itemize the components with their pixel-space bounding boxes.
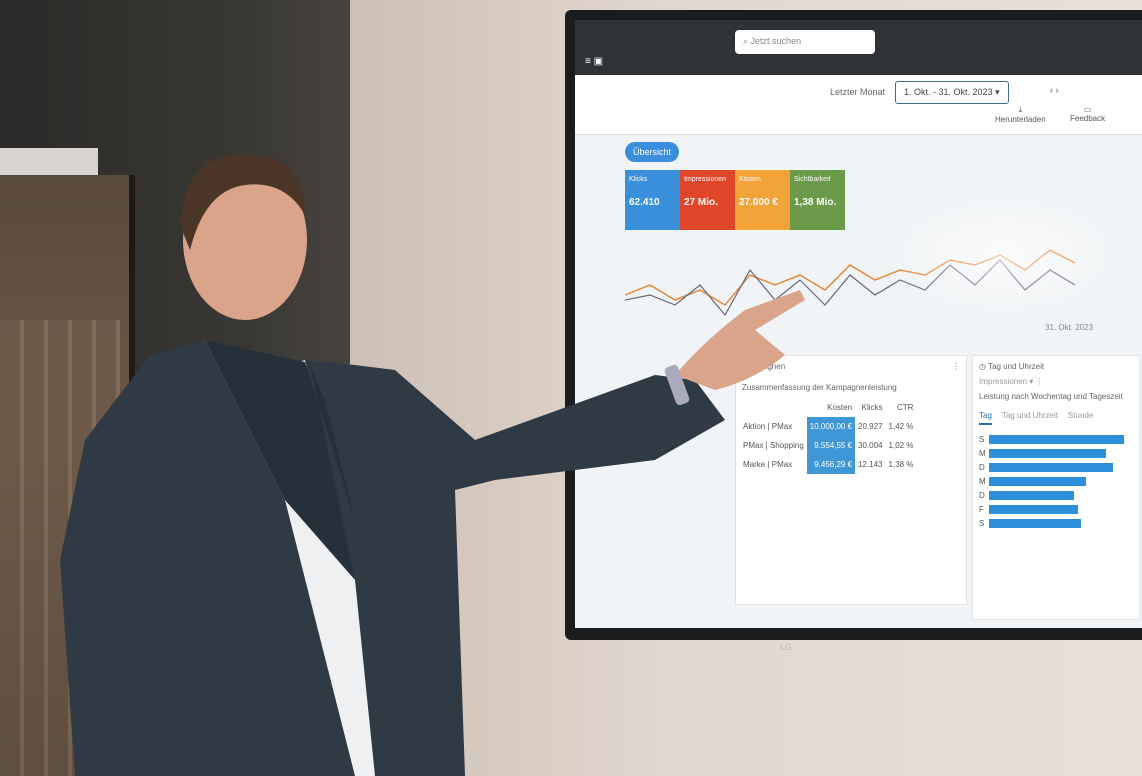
weekday-bar <box>989 504 1079 514</box>
day-label: M <box>979 448 986 458</box>
wristwatch <box>664 364 690 406</box>
more-icon[interactable]: ⋮ <box>952 362 960 371</box>
day-label: S <box>979 518 985 528</box>
day-label: D <box>979 490 985 500</box>
day-label: F <box>979 504 984 514</box>
weekday-bar-row: S <box>979 517 1133 529</box>
weekday-bar-row: D <box>979 489 1133 501</box>
weekday-bar <box>989 448 1107 458</box>
kpi-tile: Sichtbarkeit 1,38 Mio. <box>790 170 845 230</box>
download-icon: ⤓ <box>1018 105 1023 114</box>
weekday-card: ◷ Tag und Uhrzeit Impressionen ▾ ⋮ Leist… <box>972 355 1140 620</box>
day-label: D <box>979 462 985 472</box>
weekday-subtitle: Leistung nach Wochentag und Tageszeit <box>979 392 1123 401</box>
tv-brand-logo: LG <box>780 642 793 652</box>
day-label: S <box>979 434 985 444</box>
kpi-tile: Klicks 62.410 <box>625 170 680 230</box>
table-row: PMax | Shopping 9.554,55 €30.004 1,02 % <box>740 436 916 455</box>
tab-day-time[interactable]: Tag und Uhrzeit <box>1001 411 1058 420</box>
weekday-bar-row: M <box>979 475 1133 487</box>
jacket-lapel <box>205 340 355 580</box>
top-bar: ⌕ Jetzt suchen ≡ ▣ <box>575 20 1142 75</box>
weekday-bar <box>989 476 1087 486</box>
app-logo: ≡ ▣ <box>585 56 604 67</box>
weekday-bar-row: D <box>979 461 1133 473</box>
table-row: Aktion | PMax 10.000,00 €20.927 1,42 % <box>740 417 916 436</box>
date-range-picker[interactable]: 1. Okt. - 31. Okt. 2023 ▾ <box>895 81 1009 104</box>
tab-day[interactable]: Tag <box>979 411 992 425</box>
column-header[interactable]: Kosten <box>827 403 853 412</box>
kpi-tile: Impressionen 27 Mio. <box>680 170 735 230</box>
campaigns-card: Kampagnen⋮ Zusammenfassung der Kampagnen… <box>735 355 967 605</box>
campaigns-table: Kosten Klicks CTR Aktion | PMax 10.000,00 €… <box>740 398 916 474</box>
weekday-bar-row: F <box>979 503 1133 515</box>
weekday-bar-row: S <box>979 433 1133 445</box>
weekday-title: Tag und Uhrzeit <box>988 362 1045 371</box>
search-icon: ⌕ <box>743 36 751 46</box>
column-header[interactable]: CTR <box>896 403 914 412</box>
tab-hour[interactable]: Stunde <box>1067 411 1094 420</box>
prev-next-arrows[interactable]: ‹ › <box>1050 85 1059 95</box>
feedback-button[interactable]: ▭ Feedback <box>1070 105 1106 123</box>
date-header: Letzter Monat 1. Okt. - 31. Okt. 2023 ▾ … <box>575 75 1142 135</box>
weekday-tabs: Tag Tag und Uhrzeit Stunde <box>973 407 1139 429</box>
metric-select[interactable]: Impressionen ▾ ⋮ <box>979 377 1044 386</box>
download-button[interactable]: ⤓ Herunterladen <box>995 105 1046 124</box>
presenter-hair <box>180 154 305 250</box>
dashboard-screen: ⌕ Jetzt suchen ≡ ▣ Letzter Monat 1. Okt.… <box>575 20 1142 628</box>
weekday-bar <box>989 518 1081 528</box>
weekday-bar <box>989 462 1114 472</box>
day-label: M <box>979 476 986 486</box>
kpi-tiles: Klicks 62.410 Impressionen 27 Mio. Kosten 2… <box>625 170 845 230</box>
wall-lamp <box>0 148 98 178</box>
feedback-icon: ▭ <box>1083 105 1092 114</box>
kpi-tile: Kosten 27.000 € <box>735 170 790 230</box>
suit-jacket <box>60 340 725 776</box>
campaigns-subtitle: Zusammenfassung der Kampagnenleistung <box>742 383 897 392</box>
weekday-bar <box>989 490 1075 500</box>
chart-end-label: 31. Okt. 2023 <box>1045 323 1094 332</box>
weekday-bar-row: M <box>979 447 1133 459</box>
dress-shirt <box>205 340 375 776</box>
presenter-person <box>60 154 805 776</box>
date-preset: Letzter Monat <box>830 87 886 97</box>
presenter-hand <box>675 290 805 390</box>
clock-icon: ◷ <box>979 362 989 371</box>
column-header[interactable]: Klicks <box>861 403 883 412</box>
search-input[interactable]: ⌕ Jetzt suchen <box>735 30 875 54</box>
overview-pill[interactable]: Übersicht <box>625 142 680 162</box>
weekday-bar <box>989 434 1124 444</box>
table-row: Marke | PMax 9.456,29 €12.143 1,38 % <box>740 455 916 474</box>
wall-tv: ⌕ Jetzt suchen ≡ ▣ Letzter Monat 1. Okt.… <box>565 10 1142 640</box>
